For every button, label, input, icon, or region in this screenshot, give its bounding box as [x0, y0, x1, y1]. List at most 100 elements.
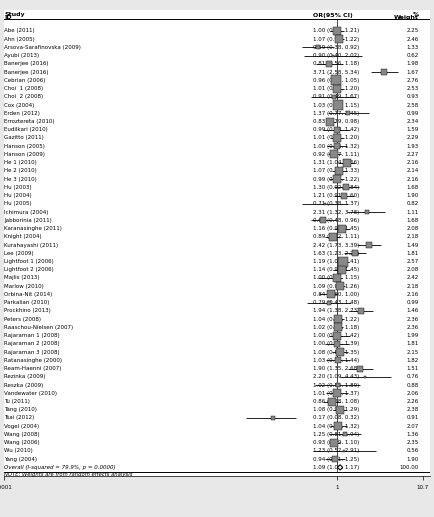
Text: Vandewater (2010): Vandewater (2010)	[4, 391, 57, 396]
Text: 0.84 (0.60, 1.00): 0.84 (0.60, 1.00)	[312, 292, 359, 297]
Text: Yang (2004): Yang (2004)	[4, 457, 37, 462]
Text: 2.08: 2.08	[407, 226, 419, 231]
Text: 2.58: 2.58	[407, 102, 419, 108]
Text: 2.34: 2.34	[407, 119, 419, 124]
Text: Marlow (2010): Marlow (2010)	[4, 284, 44, 288]
Text: 2.27: 2.27	[407, 152, 419, 157]
Text: Cebrian (2006): Cebrian (2006)	[4, 78, 46, 83]
Text: 2.46: 2.46	[407, 37, 419, 42]
Text: 0.76: 0.76	[407, 374, 419, 379]
Text: Wu (2010): Wu (2010)	[4, 448, 33, 453]
Text: 2.42 (1.73, 3.39): 2.42 (1.73, 3.39)	[312, 242, 359, 248]
Text: 1.68: 1.68	[407, 218, 419, 223]
Text: 1.03 (0.74, 1.44): 1.03 (0.74, 1.44)	[312, 358, 359, 363]
Text: 0.82: 0.82	[407, 202, 419, 206]
Text: Weight: Weight	[394, 16, 419, 20]
Text: Tang (2010): Tang (2010)	[4, 407, 37, 412]
Text: Ahn (2005): Ahn (2005)	[4, 37, 35, 42]
Text: 1.01 (0.74, 1.37): 1.01 (0.74, 1.37)	[312, 391, 359, 396]
Polygon shape	[337, 465, 343, 470]
Text: 2.36: 2.36	[407, 325, 419, 330]
Text: Banerjee (2016): Banerjee (2016)	[4, 62, 49, 66]
Text: 1.21 (0.91, 1.60): 1.21 (0.91, 1.60)	[312, 193, 359, 198]
Text: Wang (2008): Wang (2008)	[4, 432, 40, 437]
Text: Hu (2005): Hu (2005)	[4, 202, 32, 206]
Text: 2.76: 2.76	[407, 78, 419, 83]
Text: 1.16 (0.93, 1.45): 1.16 (0.93, 1.45)	[312, 226, 359, 231]
Text: Gazitto (2011): Gazitto (2011)	[4, 135, 44, 141]
Text: 2.26: 2.26	[407, 399, 419, 404]
Text: 1.11: 1.11	[407, 209, 419, 215]
Text: 1.31 (1.04, 1.66): 1.31 (1.04, 1.66)	[312, 160, 359, 165]
Text: 1.90 (1.35, 2.68): 1.90 (1.35, 2.68)	[312, 366, 359, 371]
Text: 0.94 (0.71, 1.25): 0.94 (0.71, 1.25)	[312, 457, 359, 462]
Text: He 1 (2010): He 1 (2010)	[4, 160, 37, 165]
Text: 2.29: 2.29	[407, 135, 419, 141]
Text: 1.99: 1.99	[407, 333, 419, 338]
Text: Parkalian (2010): Parkalian (2010)	[4, 300, 50, 305]
Text: 2.14: 2.14	[407, 169, 419, 173]
Text: ID: ID	[4, 16, 12, 20]
Text: Reszka (2009): Reszka (2009)	[4, 383, 43, 388]
Text: 1.59: 1.59	[407, 127, 419, 132]
Text: 1.93: 1.93	[407, 144, 419, 149]
Text: 0.93: 0.93	[407, 94, 419, 99]
Text: 0.99: 0.99	[407, 111, 419, 116]
Text: Rajaraman 2 (2008): Rajaraman 2 (2008)	[4, 341, 60, 346]
Text: 1.01 (0.84, 1.20): 1.01 (0.84, 1.20)	[312, 135, 359, 141]
Text: 2.57: 2.57	[407, 259, 419, 264]
Text: %: %	[413, 11, 419, 17]
Text: 2.36: 2.36	[407, 317, 419, 322]
Text: 2.16: 2.16	[407, 292, 419, 297]
Text: Lightfoot 1 (2006): Lightfoot 1 (2006)	[4, 259, 54, 264]
Text: 2.06: 2.06	[407, 391, 419, 396]
Text: 0.99 (0.68, 1.42): 0.99 (0.68, 1.42)	[312, 127, 359, 132]
Text: Choi  1 (2008): Choi 1 (2008)	[4, 86, 43, 91]
Text: 0.17 (0.08, 0.32): 0.17 (0.08, 0.32)	[312, 416, 359, 420]
Text: 2.18: 2.18	[407, 284, 419, 288]
Text: 0.59 (0.38, 0.92): 0.59 (0.38, 0.92)	[312, 45, 359, 50]
Text: 1.37 (0.77, 2.45): 1.37 (0.77, 2.45)	[312, 111, 359, 116]
Text: 2.15: 2.15	[407, 349, 419, 355]
Text: 2.16: 2.16	[407, 160, 419, 165]
Text: 0.62: 0.62	[407, 53, 419, 58]
Text: 1.46: 1.46	[407, 309, 419, 313]
Text: Knight (2004): Knight (2004)	[4, 234, 42, 239]
Text: Eudilkari (2010): Eudilkari (2010)	[4, 127, 48, 132]
Text: 1.36: 1.36	[407, 432, 419, 437]
Text: 0.92 (0.77, 1.11): 0.92 (0.77, 1.11)	[312, 152, 359, 157]
Text: He 2 (2010): He 2 (2010)	[4, 169, 37, 173]
Text: 2.16: 2.16	[407, 177, 419, 181]
Text: 1.81: 1.81	[407, 341, 419, 346]
Text: Erroztereta (2010): Erroztereta (2010)	[4, 119, 55, 124]
Text: Prockhino (2013): Prockhino (2013)	[4, 309, 51, 313]
Text: OR(95% CI): OR(95% CI)	[312, 13, 352, 19]
Text: 1.04 (0.82, 1.32): 1.04 (0.82, 1.32)	[312, 424, 359, 429]
Text: 2.53: 2.53	[407, 86, 419, 91]
Text: 1.23 (0.52, 2.91): 1.23 (0.52, 2.91)	[312, 448, 359, 453]
Text: He 3 (2010): He 3 (2010)	[4, 177, 37, 181]
Text: Ratanasinghe (2000): Ratanasinghe (2000)	[4, 358, 62, 363]
Text: 2.18: 2.18	[407, 234, 419, 239]
Text: 1.82: 1.82	[407, 358, 419, 363]
Text: Lee (2009): Lee (2009)	[4, 251, 34, 256]
Text: Abe (2011): Abe (2011)	[4, 28, 35, 34]
Text: 1.67: 1.67	[407, 70, 419, 74]
Text: 1.01 (0.86, 1.20): 1.01 (0.86, 1.20)	[312, 86, 359, 91]
Text: Rezinka (2009): Rezinka (2009)	[4, 374, 46, 379]
Text: 1.00 (0.83, 1.21): 1.00 (0.83, 1.21)	[312, 28, 359, 34]
Text: 1.98: 1.98	[407, 62, 419, 66]
Text: 1.49: 1.49	[407, 242, 419, 248]
Text: Rajaraman 3 (2008): Rajaraman 3 (2008)	[4, 349, 60, 355]
Text: 1.03 (0.92, 1.15): 1.03 (0.92, 1.15)	[312, 102, 359, 108]
Text: 0.91 (0.49, 1.67): 0.91 (0.49, 1.67)	[312, 94, 359, 99]
Text: 1.33: 1.33	[407, 45, 419, 50]
Text: 2.07: 2.07	[407, 424, 419, 429]
Text: 1.14 (0.90, 1.45): 1.14 (0.90, 1.45)	[312, 267, 359, 272]
Text: Rajaraman 1 (2008): Rajaraman 1 (2008)	[4, 333, 60, 338]
Text: 0.91: 0.91	[407, 416, 419, 420]
Text: 1.00 (0.59, 1.15): 1.00 (0.59, 1.15)	[312, 276, 359, 281]
Text: 2.42: 2.42	[407, 276, 419, 281]
Text: 100.00: 100.00	[400, 465, 419, 470]
Text: 1.00 (0.76, 1.32): 1.00 (0.76, 1.32)	[312, 144, 359, 149]
